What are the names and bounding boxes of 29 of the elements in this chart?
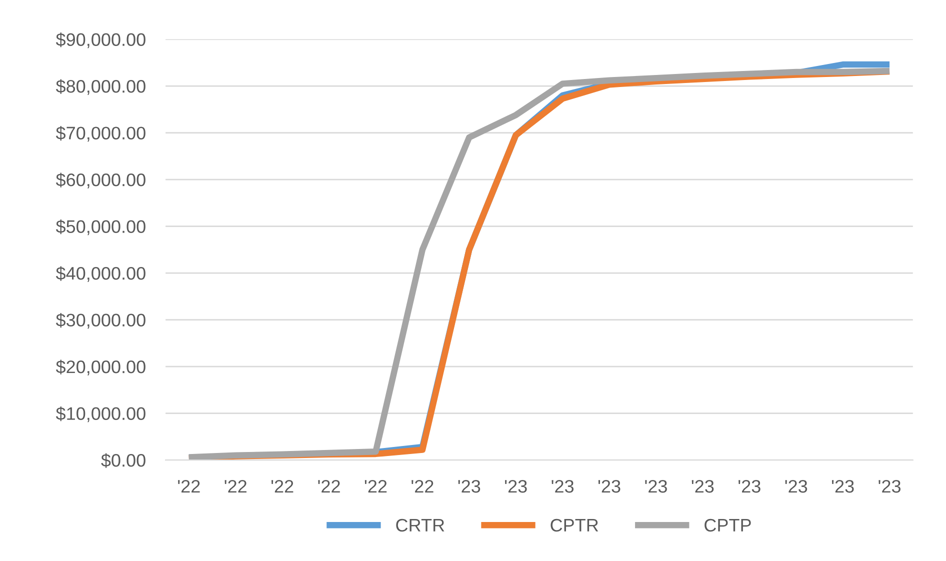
legend-label: CPTP (704, 518, 751, 532)
y-tick-label: $80,000.00 (56, 79, 146, 95)
x-tick-label: '23 (645, 480, 667, 493)
x-tick-label: '22 (271, 480, 294, 493)
x-tick-label: '22 (224, 480, 246, 493)
x-tick-label: '23 (738, 480, 760, 493)
x-tick-label: '22 (364, 480, 387, 493)
x-tick-label: '23 (878, 480, 901, 493)
legend-label: CPTR (550, 518, 598, 532)
y-tick-label: $10,000.00 (56, 406, 146, 422)
legend-label: CRTR (396, 518, 444, 532)
x-tick-label: '23 (505, 480, 527, 493)
x-tick-label: '23 (832, 480, 854, 493)
y-tick-label: $30,000.00 (56, 312, 146, 329)
y-tick-label: $20,000.00 (56, 360, 146, 376)
y-tick-label: $90,000.00 (56, 32, 146, 48)
y-tick-label: $70,000.00 (56, 126, 146, 142)
x-tick-label: '23 (458, 480, 480, 493)
x-tick-label: '22 (318, 480, 340, 493)
y-tick-label: $0.00 (101, 453, 146, 468)
x-tick-label: '23 (785, 480, 808, 493)
y-tick-label: $40,000.00 (56, 266, 146, 282)
x-tick-label: '22 (412, 480, 434, 493)
x-tick-label: '23 (692, 480, 714, 493)
x-tick-label: '22 (178, 480, 200, 493)
y-tick-label: $60,000.00 (56, 172, 146, 188)
x-tick-label: '23 (598, 480, 620, 493)
y-tick-label: $50,000.00 (56, 219, 146, 236)
x-tick-label: '23 (552, 480, 574, 493)
